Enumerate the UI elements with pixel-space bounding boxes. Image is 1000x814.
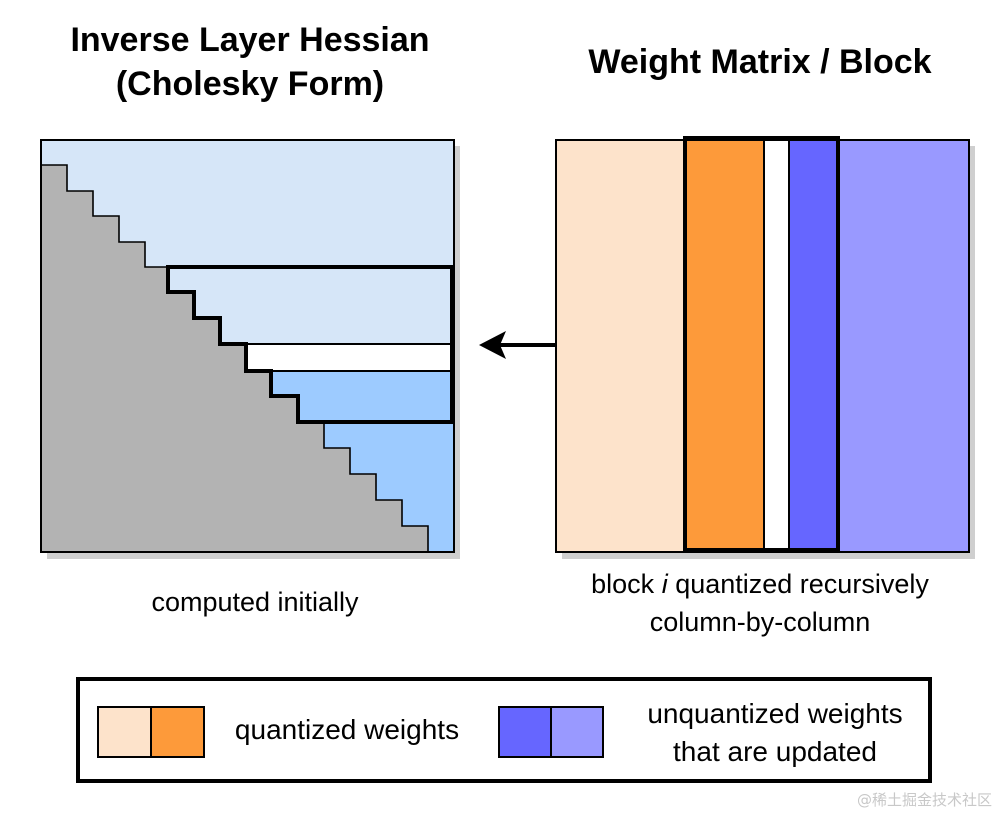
weight-caption-line2: column-by-column bbox=[649, 607, 871, 637]
weight-matrix bbox=[555, 136, 975, 559]
legend-unquantized-line1: unquantized weights bbox=[647, 698, 903, 729]
hessian-caption: computed initially bbox=[151, 587, 359, 617]
double-arrow-left-head bbox=[479, 331, 506, 359]
weight-caption-italic: i bbox=[661, 569, 668, 599]
hessian-lower-triangle bbox=[41, 165, 428, 552]
weight-caption-line1: block i quantized recursively bbox=[540, 565, 980, 603]
legend-swatch-orange bbox=[150, 706, 205, 758]
hessian-lower-rows bbox=[271, 371, 454, 552]
watermark: @稀土掘金技术社区 bbox=[856, 791, 992, 809]
weight-block-quantized-columns bbox=[684, 140, 764, 552]
hessian-title-line2: (Cholesky Form) bbox=[115, 65, 385, 103]
weight-caption-suffix: quantized recursively bbox=[667, 569, 929, 599]
hessian-title: Inverse Layer Hessian (Cholesky Form) bbox=[20, 18, 480, 106]
weight-unquantized-region bbox=[839, 140, 969, 552]
weight-matrix-title: Weight Matrix / Block bbox=[588, 43, 932, 81]
legend-swatch-peach bbox=[97, 706, 152, 758]
weight-block-outline bbox=[683, 136, 840, 552]
hessian-matrix bbox=[40, 139, 460, 559]
weight-quantized-region bbox=[556, 140, 684, 552]
legend-quantized-label: quantized weights bbox=[234, 714, 460, 745]
hessian-block-outline bbox=[166, 265, 454, 424]
legend-swatch-lavender bbox=[550, 706, 604, 758]
weight-block-unquantized-columns bbox=[789, 140, 839, 552]
legend-unquantized-line2: that are updated bbox=[673, 736, 877, 767]
legend bbox=[76, 677, 932, 783]
legend-unquantized-label: unquantized weights that are updated bbox=[620, 695, 930, 771]
weight-caption-prefix: block bbox=[591, 569, 662, 599]
weight-current-column bbox=[764, 140, 789, 552]
hessian-title-line1: Inverse Layer Hessian bbox=[70, 21, 430, 59]
hessian-current-row bbox=[246, 344, 454, 371]
weight-caption: block i quantized recursively column-by-… bbox=[540, 565, 980, 641]
legend-swatch-blue-purple bbox=[498, 706, 552, 758]
